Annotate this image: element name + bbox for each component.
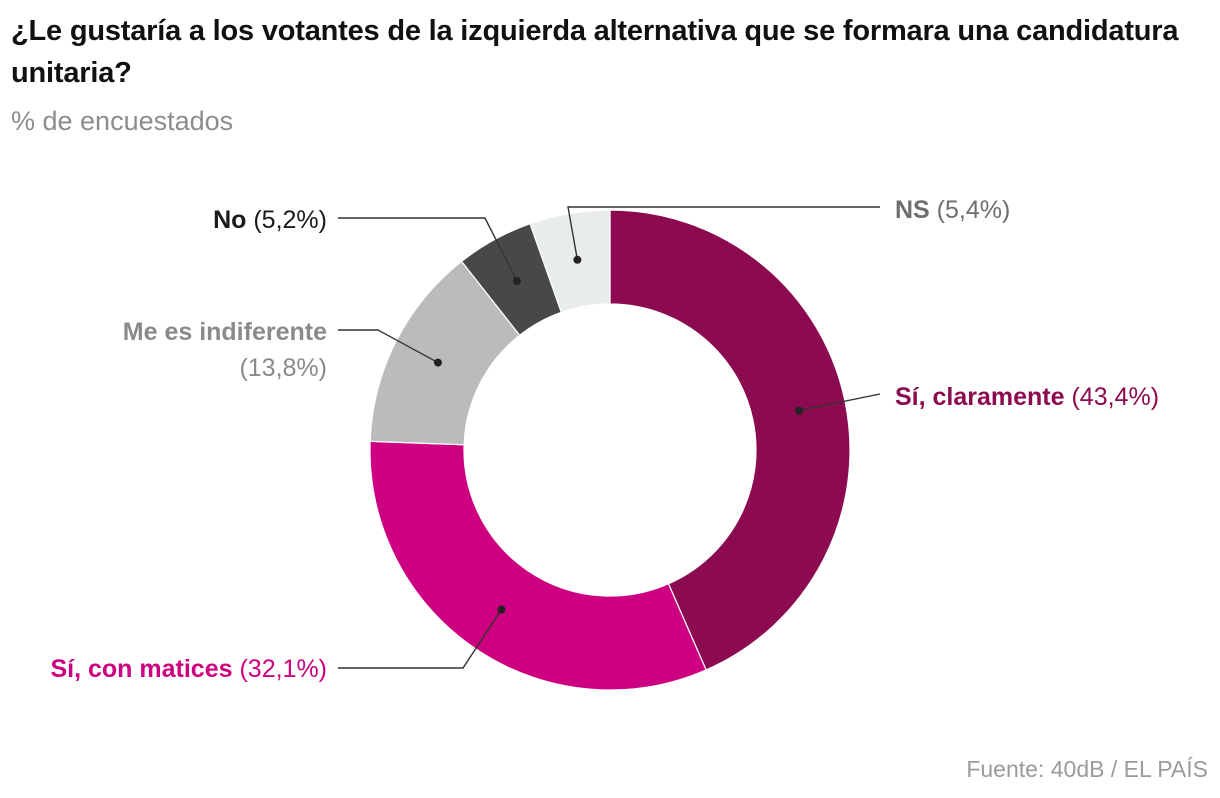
leader-dot bbox=[794, 406, 803, 415]
leader-dot bbox=[512, 276, 521, 285]
slice-label-value: (5,4%) bbox=[930, 196, 1011, 224]
leader-line bbox=[338, 329, 439, 364]
leader-line bbox=[567, 206, 880, 260]
leader-line bbox=[798, 393, 881, 412]
leader-line bbox=[338, 609, 503, 669]
slice-label: Sí, claramente (43,4%) bbox=[895, 383, 1159, 411]
donut-slice bbox=[609, 209, 851, 671]
donut-slice bbox=[529, 209, 611, 314]
slice-label-value: (43,4%) bbox=[1065, 383, 1159, 411]
slice-label-name: No bbox=[213, 206, 246, 234]
slice-label-name: Me es indiferente bbox=[123, 318, 327, 346]
slice-labels: Sí, claramente (43,4%) Sí, con matices (3… bbox=[50, 196, 1159, 683]
slice-label-value: (32,1%) bbox=[233, 655, 327, 683]
leader-dot bbox=[433, 358, 442, 367]
leader-line bbox=[338, 217, 518, 282]
leader-lines bbox=[338, 206, 881, 669]
slice-label-name: Sí, con matices bbox=[50, 655, 232, 683]
slice-label-name: Sí, claramente bbox=[895, 383, 1065, 411]
chart-subtitle: % de encuestados bbox=[11, 106, 234, 136]
slice-label-value: (5,2%) bbox=[246, 206, 327, 234]
chart-title: ¿Le gustaría a los votantes de la izquie… bbox=[11, 15, 1179, 89]
donut-slices bbox=[369, 209, 851, 691]
slice-label-name: NS bbox=[895, 196, 930, 224]
slice-label: No (5,2%) bbox=[213, 206, 327, 234]
slice-label: NS (5,4%) bbox=[895, 196, 1010, 224]
source-note: Fuente: 40dB / EL PAÍS bbox=[966, 756, 1208, 782]
slice-label: Sí, con matices (32,1%) bbox=[50, 655, 327, 683]
leader-dot bbox=[497, 605, 506, 614]
donut-slice bbox=[369, 440, 707, 691]
leader-dot bbox=[573, 255, 582, 264]
slice-label-value: (13,8%) bbox=[239, 354, 327, 382]
